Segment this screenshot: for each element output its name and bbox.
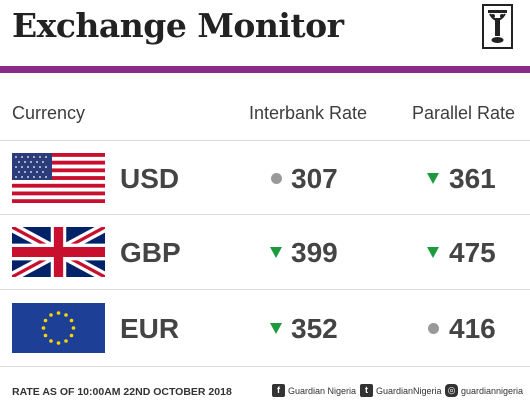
down-arrow-icon <box>427 247 439 258</box>
twitter-link[interactable]: t GuardianNigeria <box>360 384 442 397</box>
parallel-rate: 416 <box>449 313 496 344</box>
us-flag-icon <box>12 153 105 203</box>
unchanged-indicator <box>271 173 282 184</box>
instagram-link[interactable]: ◎ guardiannigeria <box>445 384 523 397</box>
parallel-rate: 475 <box>449 237 496 268</box>
header: Exchange Monitor <box>0 0 530 66</box>
divider <box>0 366 530 367</box>
divider <box>0 214 530 215</box>
column-header-interbank: Interbank Rate <box>249 103 368 123</box>
down-arrow-icon <box>427 173 439 184</box>
accent-rule <box>0 66 530 73</box>
interbank-rate: 352 <box>291 313 338 344</box>
unchanged-indicator <box>428 323 439 334</box>
guardian-emblem-icon <box>482 4 513 49</box>
uk-flag-icon <box>12 227 105 277</box>
interbank-rate: 307 <box>291 163 338 194</box>
currency-code: GBP <box>120 237 181 268</box>
divider <box>0 289 530 290</box>
interbank-rate: 399 <box>291 237 338 268</box>
table-row: EUR 352 416 <box>0 290 530 364</box>
rate-timestamp: RATE AS OF 10:00AM 22ND OCTOBER 2018 <box>12 386 232 398</box>
twitter-icon: t <box>360 384 373 397</box>
facebook-link[interactable]: f Guardian Nigeria <box>272 384 356 397</box>
divider <box>0 140 530 141</box>
table-row: USD 307 361 <box>0 141 530 215</box>
column-header-parallel: Parallel Rate <box>412 103 516 123</box>
currency-code: USD <box>120 163 180 194</box>
instagram-handle: guardiannigeria <box>461 385 524 396</box>
twitter-handle: GuardianNigeria <box>376 385 442 396</box>
table-row: GBP 399 475 <box>0 215 530 289</box>
eu-flag-icon <box>12 303 105 353</box>
down-arrow-icon <box>270 323 282 334</box>
page-title: Exchange Monitor <box>12 6 344 45</box>
parallel-rate: 361 <box>449 163 496 194</box>
down-arrow-icon <box>270 247 282 258</box>
instagram-icon: ◎ <box>445 384 458 397</box>
facebook-icon: f <box>272 384 285 397</box>
currency-code: EUR <box>120 313 180 344</box>
facebook-handle: Guardian Nigeria <box>288 385 357 396</box>
column-header-currency: Currency <box>12 103 86 123</box>
